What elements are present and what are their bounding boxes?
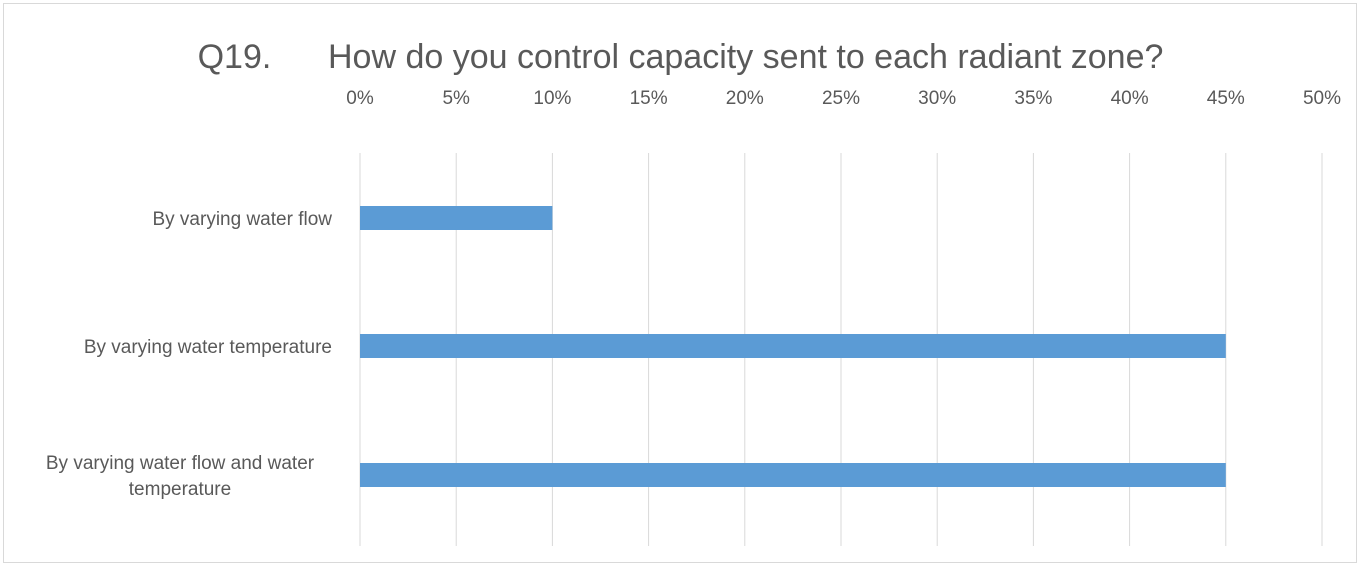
x-tick-label: 5% [442, 88, 470, 109]
category-label-line: By varying water temperature [84, 337, 332, 358]
x-tick-label: 20% [726, 88, 764, 109]
category-label-line: By varying water flow and water [46, 453, 315, 474]
category-label: By varying water temperature [84, 337, 332, 358]
category-labels: By varying water flow By varying water te… [46, 209, 332, 500]
x-tick-label: 10% [533, 88, 571, 109]
x-tick-label: 40% [1111, 88, 1149, 109]
chart-title: Q19. How do you control capacity sent to… [197, 38, 1164, 76]
bar [360, 463, 1226, 487]
x-tick-label: 30% [918, 88, 956, 109]
category-label-line: By varying water flow [152, 209, 332, 230]
bar-chart: 0% 5% 10% 15% 20% 25% 30% 35% 40% 45% 50% By varyi… [46, 88, 1341, 546]
x-axis-ticks: 0% 5% 10% 15% 20% 25% 30% 35% 40% 45% 50% [346, 88, 1341, 109]
x-tick-label: 15% [630, 88, 668, 109]
category-label: By varying water flow and water temperatu… [46, 453, 315, 500]
bars [360, 206, 1226, 487]
bar [360, 334, 1226, 358]
bar [360, 206, 553, 230]
x-tick-label: 45% [1207, 88, 1245, 109]
x-tick-label: 25% [822, 88, 860, 109]
category-label: By varying water flow [152, 209, 332, 230]
x-tick-label: 35% [1014, 88, 1052, 109]
category-label-line: temperature [129, 479, 231, 500]
x-tick-label: 0% [346, 88, 374, 109]
x-tick-label: 50% [1303, 88, 1341, 109]
